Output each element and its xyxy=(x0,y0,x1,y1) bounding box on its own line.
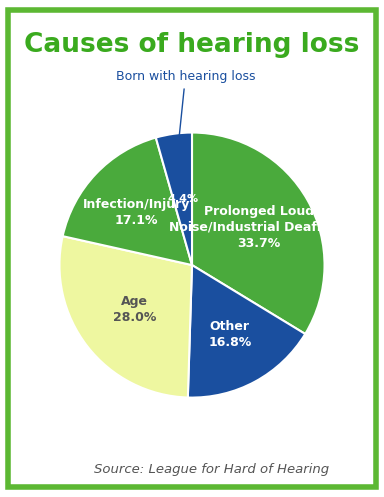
Text: Born with hearing loss: Born with hearing loss xyxy=(116,71,255,155)
Wedge shape xyxy=(188,265,305,398)
Wedge shape xyxy=(156,133,192,265)
Text: Age
28.0%: Age 28.0% xyxy=(113,295,156,324)
Text: Source: League for Hard of Hearing: Source: League for Hard of Hearing xyxy=(94,463,329,476)
Text: Other
16.8%: Other 16.8% xyxy=(208,321,252,349)
Text: Infection/Injury
17.1%: Infection/Injury 17.1% xyxy=(83,198,190,227)
Text: Causes of hearing loss: Causes of hearing loss xyxy=(24,32,360,58)
Wedge shape xyxy=(63,138,192,265)
Wedge shape xyxy=(192,133,324,334)
Wedge shape xyxy=(60,236,192,398)
Text: 4.4%: 4.4% xyxy=(167,194,199,204)
Text: Prolonged Loud
Noise/Industrial Deafness
33.7%: Prolonged Loud Noise/Industrial Deafness… xyxy=(169,205,349,250)
